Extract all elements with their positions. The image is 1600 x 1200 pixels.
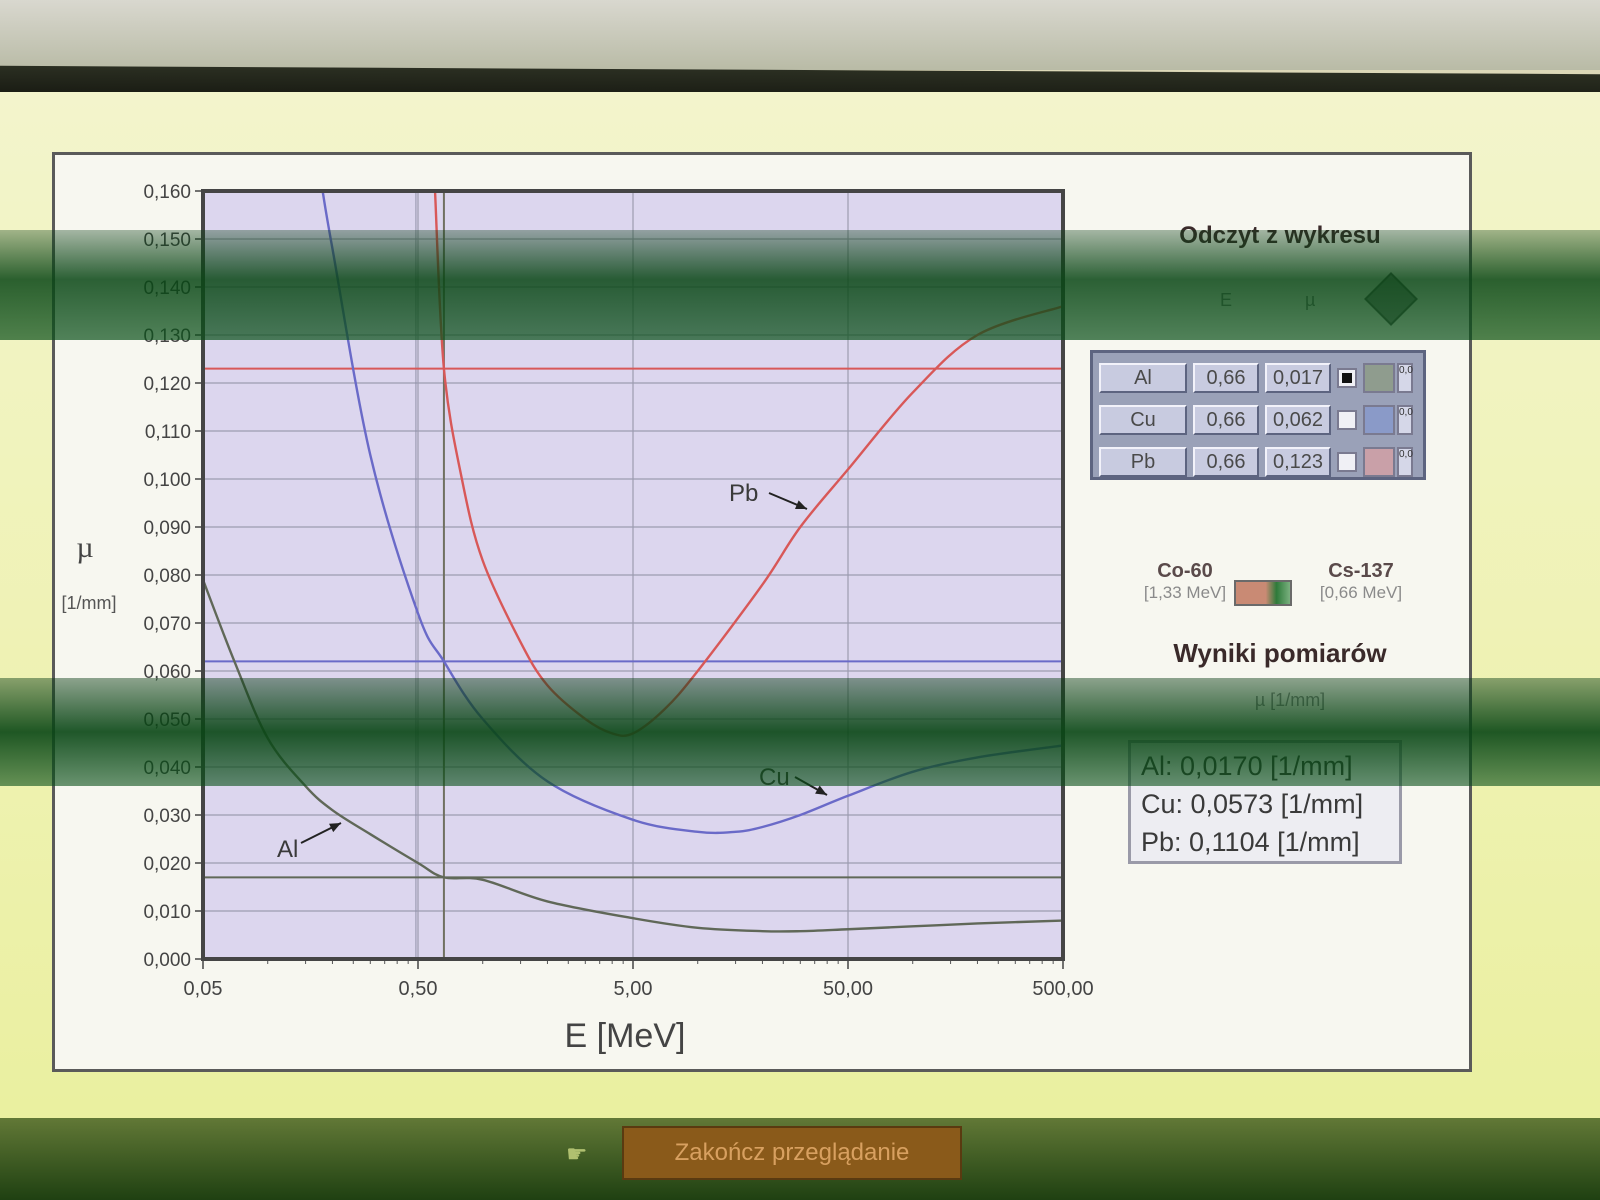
results-unit: µ [1/mm] — [1254, 690, 1326, 710]
row-spin-control[interactable]: 0,0 — [1397, 363, 1413, 393]
y-tick-label: 0,050 — [143, 710, 191, 731]
row-mu-value: 0,123 — [1265, 447, 1331, 477]
x-tick-label: 0,05 — [184, 978, 223, 1000]
results-title: Wyniki pomiarów — [1173, 638, 1387, 668]
source-co60: Co-60 [1,33 MeV] — [1130, 560, 1240, 603]
row-name: Al — [1099, 363, 1187, 393]
y-tick-label: 0,120 — [143, 374, 191, 395]
row-color-swatch[interactable] — [1363, 447, 1395, 477]
y-tick-label: 0,020 — [143, 854, 191, 875]
x-tick-label: 500,00 — [1032, 978, 1093, 1000]
source-co60-name: Co-60 — [1157, 560, 1213, 582]
y-tick-label: 0,010 — [143, 902, 191, 923]
row-spin-control[interactable]: 0,0 — [1397, 447, 1413, 477]
x-tick-label: 50,00 — [823, 978, 873, 1000]
row-spin-control[interactable]: 0,0 — [1397, 405, 1413, 435]
y-tick-label: 0,140 — [143, 278, 191, 299]
curve-label-al: Al — [277, 836, 298, 863]
curve-arrowhead-pb — [795, 500, 807, 510]
x-axis-label: E [MeV] — [565, 1017, 686, 1055]
y-tick-label: 0,080 — [143, 566, 191, 587]
finish-browsing-button[interactable]: Zakończ przeglądanie — [622, 1126, 962, 1180]
source-cs137: Cs-137 [0,66 MeV] — [1296, 560, 1426, 603]
source-cs137-energy: [0,66 MeV] — [1319, 583, 1403, 602]
y-tick-label: 0,090 — [143, 518, 191, 539]
row-mu-value: 0,017 — [1265, 363, 1331, 393]
x-tick-label: 0,50 — [399, 978, 438, 1000]
source-toggle-slider[interactable] — [1234, 580, 1292, 606]
y-tick-label: 0,000 — [143, 950, 191, 971]
curve-arrowhead-al — [329, 823, 341, 833]
row-e-value: 0,66 — [1193, 447, 1259, 477]
row-mu-value: 0,062 — [1265, 405, 1331, 435]
reading-row-al: Al 0,66 0,017 0,0 — [1099, 359, 1417, 397]
y-tick-label: 0,160 — [143, 182, 191, 203]
curve-label-pb: Pb — [729, 480, 758, 507]
monitor-bezel — [0, 0, 1600, 70]
y-tick-label: 0,150 — [143, 230, 191, 251]
x-tick-label: 5,00 — [614, 978, 653, 1000]
result-cu: Cu: 0,0573 [1/mm] — [1141, 789, 1364, 819]
source-cs137-name: Cs-137 — [1328, 560, 1394, 582]
side-panel: Odczyt z wykresu E µ Al 0,66 0,017 0,0 C… — [1090, 150, 1460, 890]
y-axis-unit: [1/mm] — [61, 593, 116, 613]
result-al: Al: 0,0170 [1/mm] — [1141, 751, 1353, 781]
row-color-swatch[interactable] — [1363, 405, 1395, 435]
row-visible-checkbox[interactable] — [1337, 452, 1357, 472]
col-mu-header: µ — [1305, 290, 1316, 310]
y-tick-label: 0,030 — [143, 806, 191, 827]
source-selector: Co-60 [1,33 MeV] Cs-137 [0,66 MeV] — [1130, 560, 1430, 630]
source-co60-energy: [1,33 MeV] — [1143, 583, 1227, 602]
row-e-value: 0,66 — [1193, 363, 1259, 393]
row-e-value: 0,66 — [1193, 405, 1259, 435]
result-pb: Pb: 0,1104 [1/mm] — [1141, 827, 1360, 857]
reading-row-cu: Cu 0,66 0,062 0,0 — [1099, 401, 1417, 439]
reading-table: Al 0,66 0,017 0,0 Cu 0,66 0,062 0,0 Pb 0… — [1090, 350, 1426, 480]
y-tick-label: 0,130 — [143, 326, 191, 347]
y-tick-label: 0,040 — [143, 758, 191, 779]
row-visible-checkbox[interactable] — [1337, 410, 1357, 430]
reading-panel-title: Odczyt z wykresu — [1179, 222, 1381, 249]
row-visible-checkbox[interactable] — [1337, 368, 1357, 388]
curve-arrowhead-cu — [815, 785, 827, 795]
results-box: Al: 0,0170 [1/mm] Cu: 0,0573 [1/mm] Pb: … — [1128, 740, 1402, 864]
y-tick-label: 0,070 — [143, 614, 191, 635]
plot-frame — [201, 189, 1065, 961]
cursor-diamond-icon[interactable] — [1364, 272, 1418, 326]
y-tick-label: 0,100 — [143, 470, 191, 491]
reading-row-pb: Pb 0,66 0,123 0,0 — [1099, 443, 1417, 481]
curve-label-cu: Cu — [759, 764, 790, 791]
row-name: Cu — [1099, 405, 1187, 435]
row-name: Pb — [1099, 447, 1187, 477]
row-color-swatch[interactable] — [1363, 363, 1395, 393]
hand-pointer-icon: ☛ — [566, 1141, 588, 1168]
col-e-header: E — [1220, 290, 1233, 310]
y-tick-label: 0,110 — [145, 422, 191, 443]
y-axis-label: µ — [76, 531, 93, 564]
y-tick-label: 0,060 — [143, 662, 191, 683]
